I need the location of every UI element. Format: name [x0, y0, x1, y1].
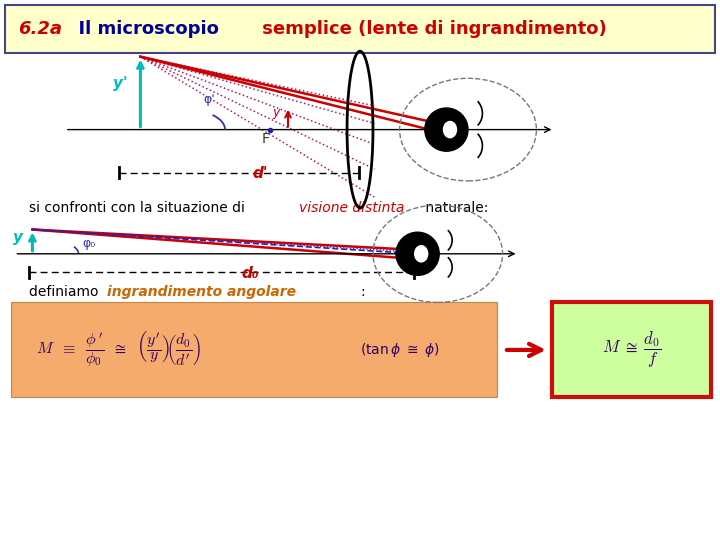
Text: y: y [272, 106, 279, 119]
Text: si confronti con la situazione di: si confronti con la situazione di [29, 201, 249, 215]
Text: $M \;\;\equiv\;\; \dfrac{\phi^{\,\prime}}{\phi_0} \;\;\cong\;\; \left(\dfrac{y^{: $M \;\;\equiv\;\; \dfrac{\phi^{\,\prime}… [36, 330, 201, 369]
Text: visione distinta: visione distinta [299, 201, 404, 215]
Text: d₀: d₀ [241, 266, 259, 281]
Text: $(\tan\phi \;\cong\; \phi)$: $(\tan\phi \;\cong\; \phi)$ [360, 341, 439, 359]
Text: F: F [261, 132, 269, 146]
Text: naturale:: naturale: [421, 201, 489, 215]
Text: φ₀: φ₀ [83, 237, 96, 250]
Text: 6.2a: 6.2a [18, 20, 62, 38]
Text: d': d' [253, 166, 268, 181]
Text: :: : [360, 285, 364, 299]
Text: y: y [13, 230, 23, 245]
Ellipse shape [425, 108, 468, 151]
Text: $M \;\cong\; \dfrac{d_0}{f}$: $M \;\cong\; \dfrac{d_0}{f}$ [602, 330, 661, 370]
Text: Il microscopio: Il microscopio [66, 20, 219, 38]
Ellipse shape [444, 122, 456, 138]
Text: y': y' [113, 76, 127, 91]
Text: ingrandimento angolare: ingrandimento angolare [107, 285, 296, 299]
Text: semplice (lente di ingrandimento): semplice (lente di ingrandimento) [256, 20, 606, 38]
Ellipse shape [415, 246, 428, 262]
FancyBboxPatch shape [11, 302, 497, 397]
FancyBboxPatch shape [5, 5, 715, 53]
Text: φ': φ' [203, 92, 215, 106]
Text: definiamo: definiamo [29, 285, 103, 299]
FancyBboxPatch shape [552, 302, 711, 397]
Ellipse shape [396, 232, 439, 275]
